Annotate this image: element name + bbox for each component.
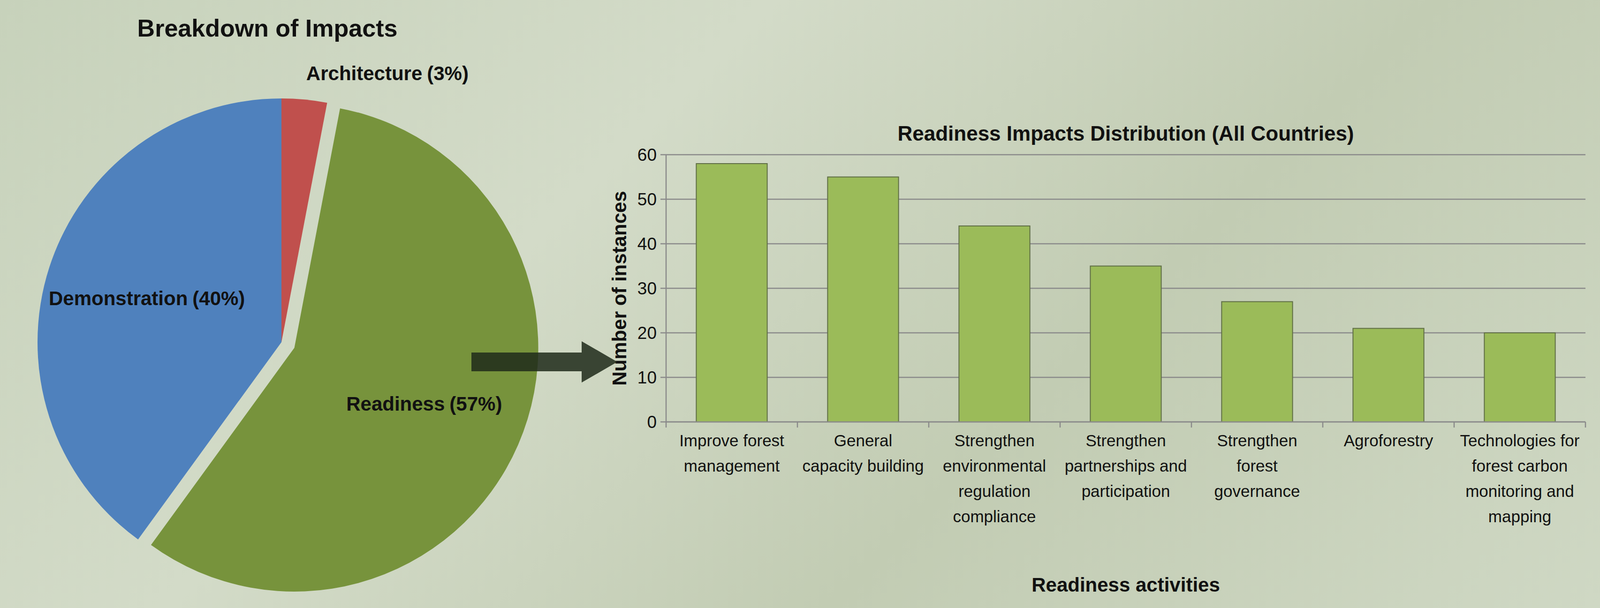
slice-label: Architecture(3%): [306, 62, 469, 85]
bar-chart: Readiness Impacts Distribution (All Coun…: [608, 121, 1586, 597]
y-tick-label: 60: [637, 145, 657, 165]
x-tick: [665, 422, 668, 428]
label-line: Strengthen: [954, 431, 1035, 450]
bar: [1090, 266, 1161, 423]
y-tick: [660, 332, 667, 334]
pie-chart: Breakdown of Impacts Architecture(3%) Read…: [37, 14, 539, 592]
y-tick-label: 10: [637, 368, 657, 388]
y-tick: [660, 154, 667, 156]
y-axis-title: Number of instances: [608, 190, 631, 386]
label-line: monitoring and: [1465, 482, 1575, 501]
y-tick: [660, 421, 667, 424]
label-line: partnerships and: [1064, 456, 1188, 476]
x-tick-label: Strengthen environmental regulation complia…: [942, 431, 1047, 526]
label-line: Strengthen: [1216, 431, 1297, 450]
bar: [696, 163, 767, 423]
y-tick: [660, 243, 667, 245]
label-line: compliance: [952, 507, 1036, 526]
y-tick: [660, 288, 667, 290]
pie-title: Breakdown of Impacts: [137, 14, 398, 42]
x-tick: [1453, 422, 1456, 428]
label-line: mapping: [1488, 507, 1552, 526]
label-line: Technologies for: [1460, 431, 1580, 450]
x-tick: [1190, 422, 1193, 428]
y-tick-label: 50: [637, 189, 657, 210]
x-tick-label: General capacity building: [802, 431, 925, 476]
slice-value-label: (3%): [426, 62, 469, 85]
label-line: Strengthen: [1085, 431, 1166, 450]
arrow: [471, 341, 618, 383]
label-line: Agroforestry: [1343, 431, 1434, 450]
label-line: forest carbon: [1471, 456, 1568, 476]
label-line: governance: [1214, 482, 1301, 501]
bar-title: Readiness Impacts Distribution (All Coun…: [897, 121, 1354, 145]
x-tick-label: Technologies for forest carbon monitoring …: [1460, 431, 1580, 526]
x-tick-label: Improve forest management: [679, 431, 785, 476]
x-tick: [928, 422, 930, 428]
bar: [1484, 333, 1555, 423]
x-tick: [796, 422, 799, 428]
x-tick-label: Strengthen partnerships and participation: [1064, 431, 1188, 501]
grid-line: [666, 421, 1586, 424]
grid-line: [666, 198, 1586, 201]
x-tick-label: Strengthen forest governance: [1214, 431, 1301, 501]
slice-category: Readiness: [346, 393, 445, 416]
label-line: environmental: [942, 456, 1047, 476]
bar: [958, 226, 1030, 423]
label-line: management: [683, 456, 781, 476]
label-line: Improve forest: [679, 431, 785, 450]
y-tick-label: 40: [637, 234, 657, 254]
y-tick: [660, 198, 667, 201]
grid-line: [666, 243, 1586, 245]
x-tick: [1584, 422, 1587, 428]
label-line: participation: [1081, 482, 1171, 501]
label-line: regulation: [958, 482, 1031, 501]
x-tick: [1322, 422, 1324, 428]
bar: [1221, 302, 1293, 423]
pie-slice: [37, 98, 282, 540]
x-tick-label: Agroforestry: [1343, 431, 1434, 450]
label-line: forest: [1236, 456, 1278, 476]
slice-category: Architecture: [306, 62, 423, 85]
x-tick: [1059, 422, 1062, 428]
grid-line: [666, 154, 1586, 156]
slice-value-label: (40%): [192, 287, 245, 310]
label-line: capacity building: [802, 456, 925, 476]
slice-value-label: (57%): [449, 393, 502, 416]
bars: [696, 163, 1555, 423]
x-axis: [666, 421, 1586, 424]
y-tick: [660, 377, 667, 379]
canvas: Breakdown of Impacts Architecture(3%) Read…: [0, 0, 1600, 608]
y-tick-label: 0: [646, 412, 657, 433]
label-line: General: [834, 431, 893, 450]
slice-label: Demonstration(40%): [48, 287, 245, 310]
y-tick-label: 20: [637, 323, 657, 343]
bar: [827, 177, 899, 423]
y-axis: [665, 154, 668, 423]
x-axis-title: Readiness activities: [1031, 574, 1221, 597]
slice-category: Demonstration: [48, 287, 188, 310]
slice-label: Readiness(57%): [346, 393, 502, 416]
arrow-shape: [471, 341, 618, 383]
y-tick-label: 30: [637, 279, 657, 299]
bar: [1352, 328, 1424, 423]
